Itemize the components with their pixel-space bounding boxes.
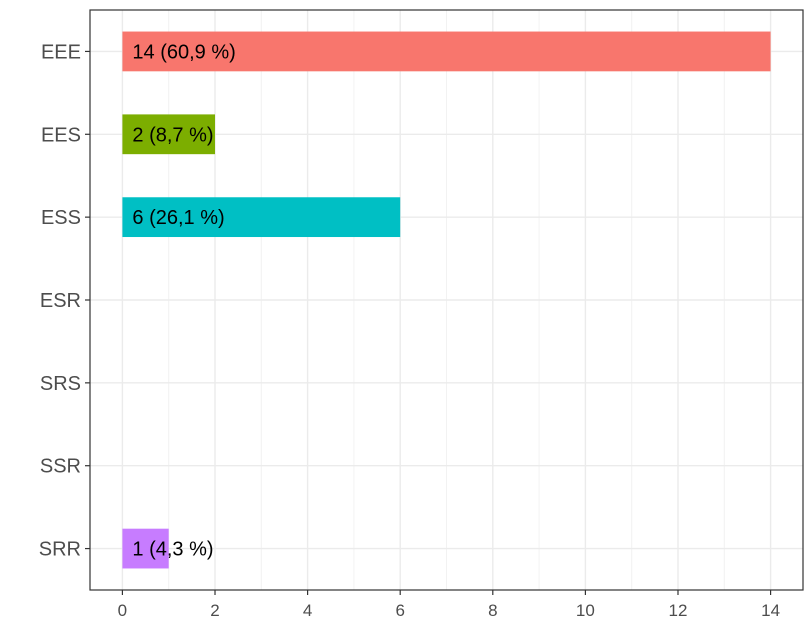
y-tick-label: SRR xyxy=(39,539,81,561)
x-tick-label: 4 xyxy=(303,601,312,620)
y-tick-label: ESS xyxy=(41,207,81,229)
y-axis: EEE EES ESS ESR SRS SSR SRR xyxy=(39,41,90,561)
bar-ess xyxy=(122,197,401,238)
x-tick-label: 8 xyxy=(488,601,497,620)
x-tick-label: 2 xyxy=(210,601,219,620)
x-tick-label: 10 xyxy=(576,601,595,620)
bar-label-srr: 1 (4,3 %) xyxy=(132,539,213,561)
bar-label-eee: 14 (60,9 %) xyxy=(132,41,235,63)
x-axis: 0 2 4 6 8 10 12 14 xyxy=(118,590,780,620)
bar-label-ess: 6 (26,1 %) xyxy=(132,207,224,229)
bars-group xyxy=(122,31,771,569)
y-tick-label: ESR xyxy=(40,290,81,312)
x-tick-label: 6 xyxy=(395,601,404,620)
bar-eee xyxy=(122,31,771,72)
bar-ees xyxy=(122,114,216,155)
bar-label-ees: 2 (8,7 %) xyxy=(132,124,213,146)
x-tick-label: 12 xyxy=(669,601,688,620)
x-tick-label: 0 xyxy=(118,601,127,620)
y-tick-label: EEE xyxy=(41,41,81,63)
bar-srr xyxy=(122,528,169,569)
y-tick-label: EES xyxy=(41,124,81,146)
bar-labels-group: 14 (60,9 %) 2 (8,7 %) 6 (26,1 %) 1 (4,3 %) xyxy=(132,41,235,560)
grid-lines xyxy=(90,10,803,590)
y-tick-label: SSR xyxy=(40,456,81,478)
y-tick-label: SRS xyxy=(40,373,81,395)
x-tick-label: 14 xyxy=(761,601,780,620)
